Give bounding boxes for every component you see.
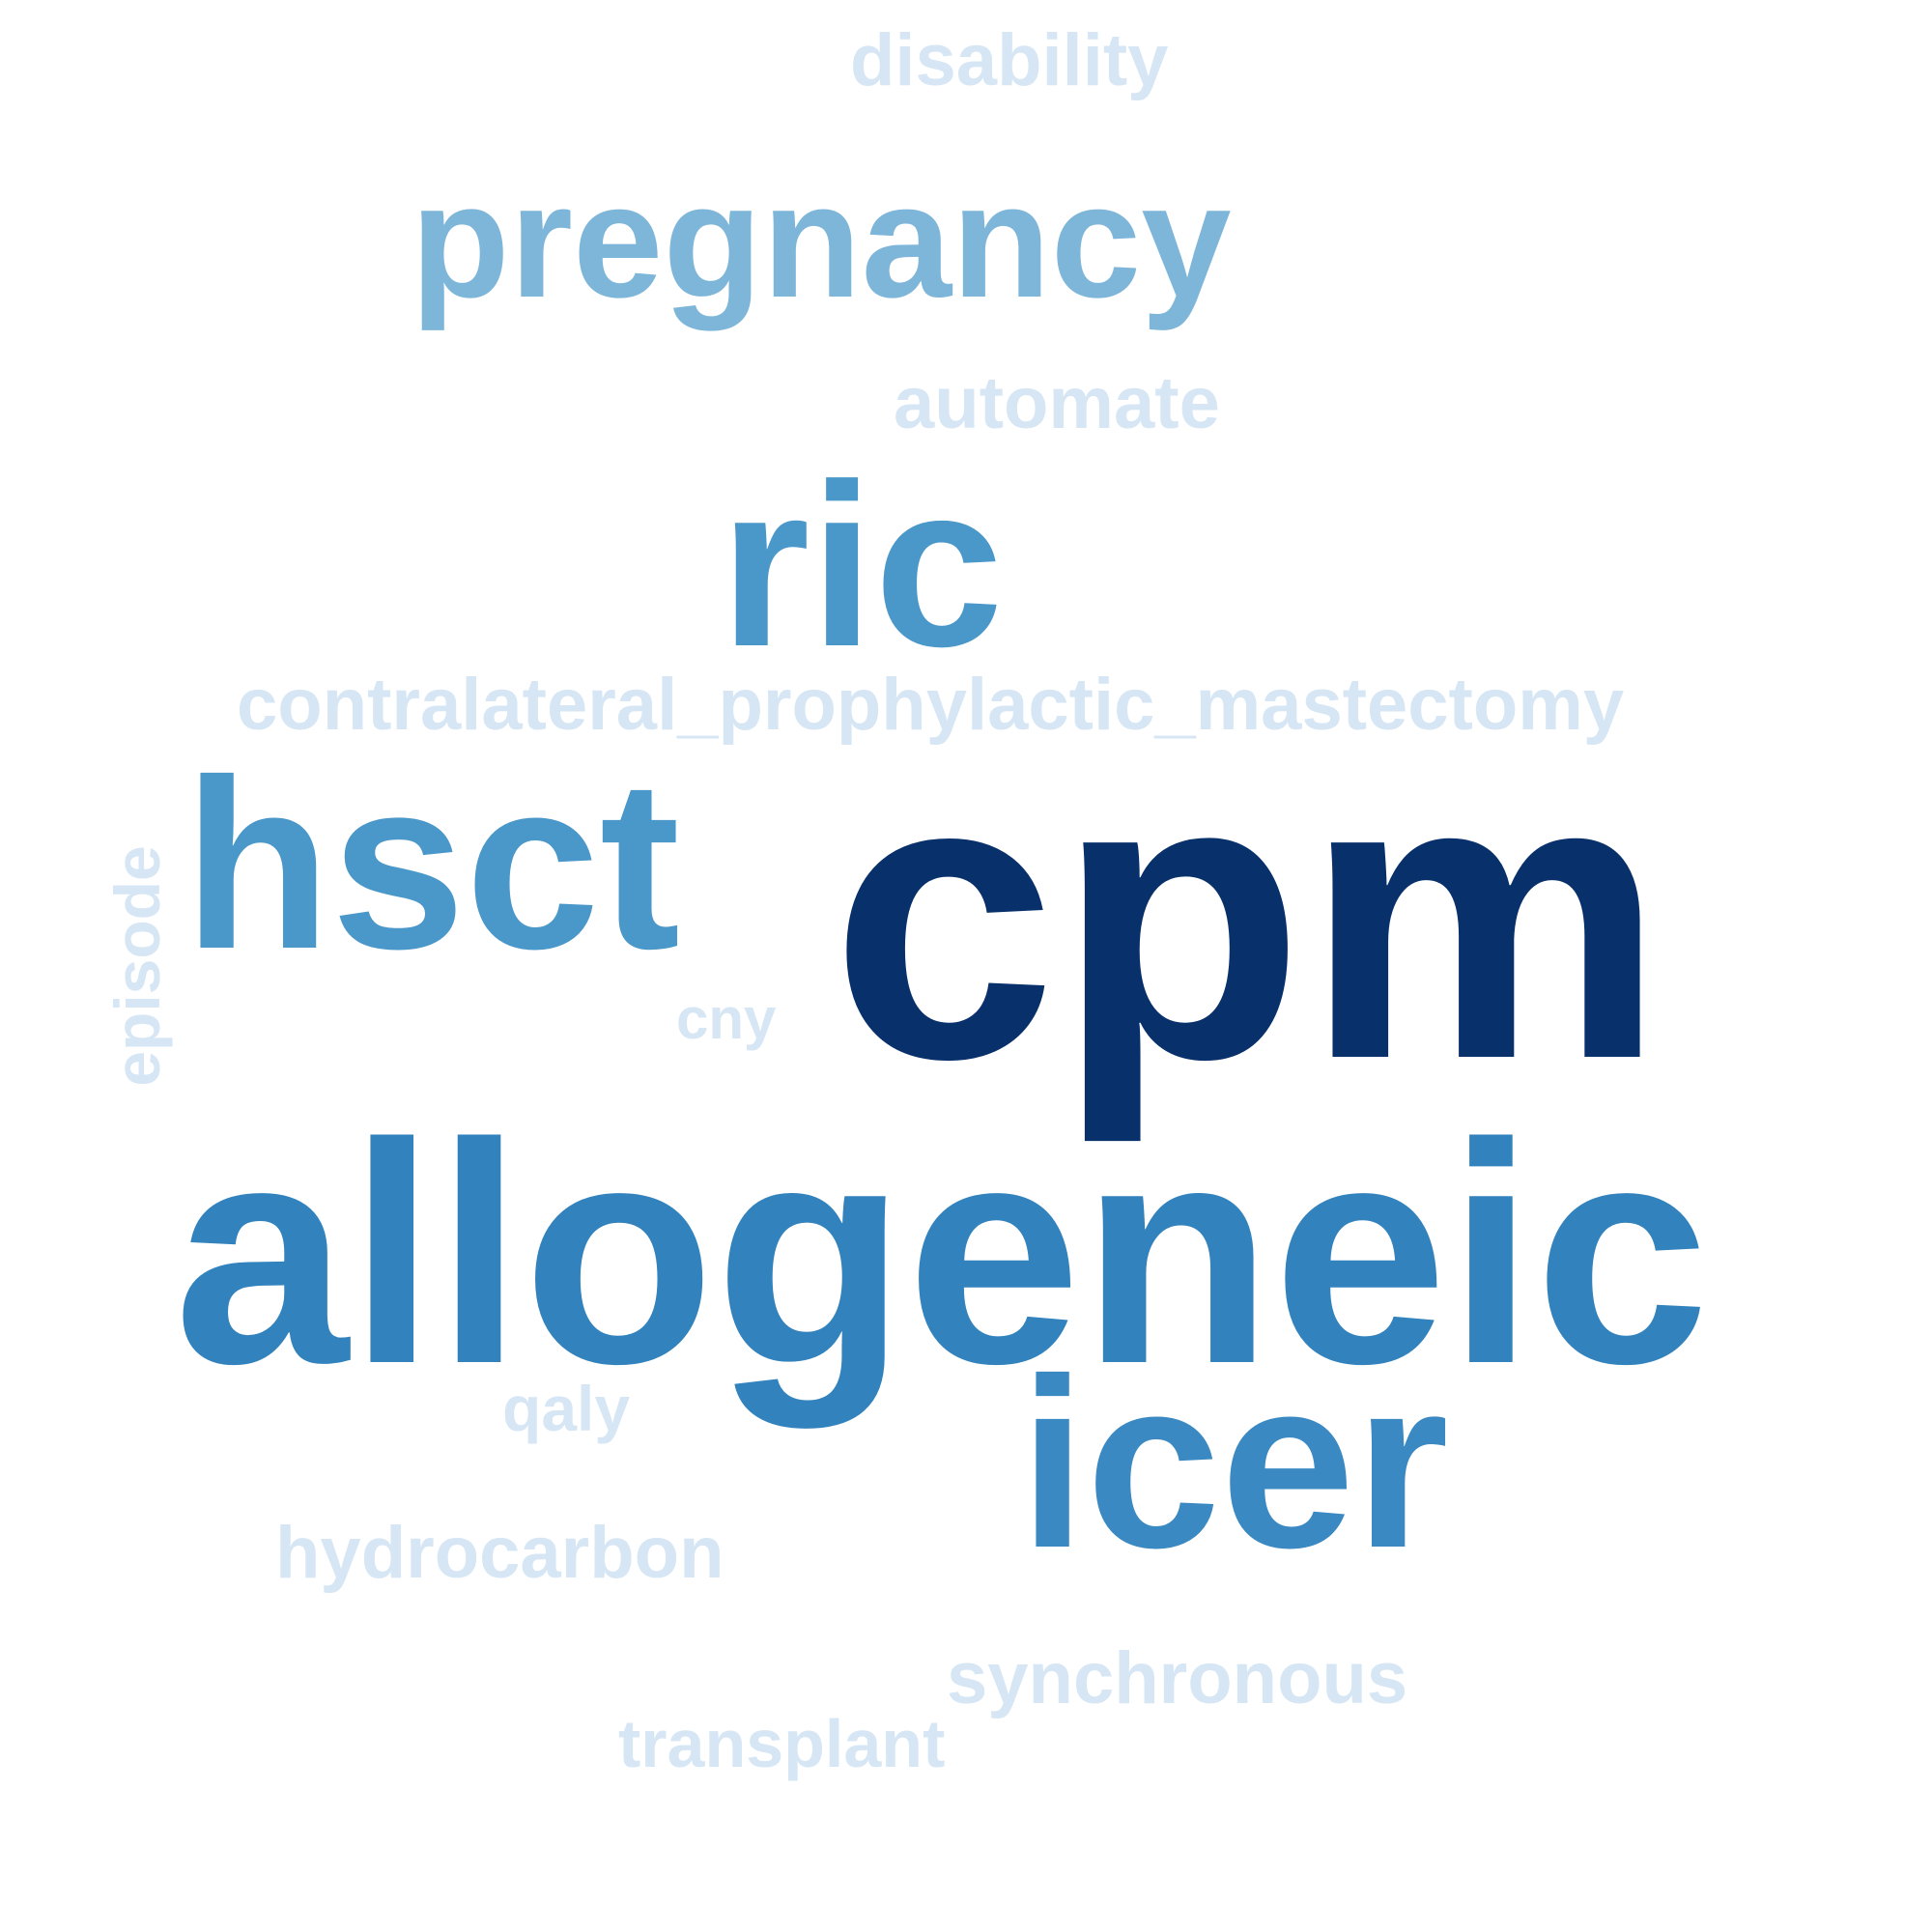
word-transplant: transplant [618, 1706, 946, 1781]
word-hydrocarbon: hydrocarbon [275, 1512, 724, 1594]
word-pregnancy: pregnancy [411, 150, 1232, 331]
word-disability: disability [850, 19, 1169, 101]
word-qaly: qaly [502, 1373, 631, 1444]
word-allogeneic: allogeneic [174, 1078, 1710, 1429]
word-contralateral-prophylactic-mastectomy: contralateral_prophylactic_mastectomy [237, 664, 1625, 746]
word-cpm: cpm [831, 691, 1665, 1144]
word-synchronous: synchronous [947, 1637, 1408, 1719]
word-episode: episode [101, 845, 173, 1087]
word-hsct: hsct [184, 729, 681, 999]
word-automate: automate [894, 362, 1220, 444]
word-icer: icer [1019, 1328, 1449, 1598]
word-cny: cny [676, 986, 777, 1051]
word-ric: ric [720, 436, 1004, 695]
